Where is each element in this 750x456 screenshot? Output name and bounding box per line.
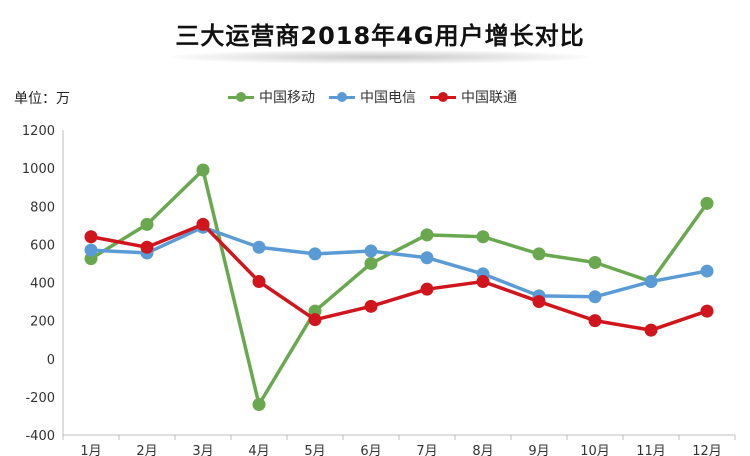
- data-point: [84, 243, 98, 257]
- data-point: [644, 323, 658, 337]
- legend-swatch-telecom: [329, 90, 355, 104]
- legend-label-telecom: 中国电信: [360, 90, 416, 106]
- data-point: [700, 264, 714, 278]
- legend-swatch-mobile: [228, 90, 254, 104]
- data-point: [700, 304, 714, 318]
- data-point: [196, 217, 210, 231]
- data-point: [252, 240, 266, 254]
- x-tick-label: 4月: [248, 444, 269, 456]
- legend-label-mobile: 中国移动: [259, 90, 315, 106]
- x-tick-label: 9月: [528, 444, 549, 456]
- data-point: [364, 299, 378, 313]
- data-point: [420, 251, 434, 265]
- data-point: [364, 244, 378, 258]
- data-point: [420, 228, 434, 242]
- data-point: [588, 290, 602, 304]
- data-point: [420, 282, 434, 296]
- y-tick-label: 0: [47, 353, 55, 368]
- y-tick-label: 800: [30, 200, 55, 215]
- legend-item-mobile: 中国移动: [228, 87, 315, 107]
- title-shadow: [170, 50, 590, 64]
- y-tick-label: 200: [30, 315, 55, 330]
- x-tick-label: 3月: [192, 444, 213, 456]
- data-point: [140, 240, 154, 254]
- series-0: [84, 163, 714, 411]
- x-tick-label: 7月: [416, 444, 437, 456]
- data-point: [644, 275, 658, 289]
- data-point: [700, 196, 714, 210]
- legend: 中国移动 中国电信 中国联通: [228, 87, 517, 107]
- x-tick-label: 10月: [580, 444, 610, 456]
- y-tick-label: 1000: [22, 162, 55, 177]
- x-tick-label: 2月: [136, 444, 157, 456]
- series-line: [90, 222, 708, 332]
- data-point: [532, 295, 546, 309]
- title-banner: 三大运营商2018年4G用户增长对比: [160, 10, 600, 64]
- data-point: [532, 247, 546, 261]
- data-point: [476, 275, 490, 289]
- unit-label: 单位：万: [14, 91, 70, 107]
- data-point: [196, 163, 210, 177]
- data-point: [140, 217, 154, 231]
- data-point: [364, 256, 378, 270]
- data-point: [588, 255, 602, 269]
- series-line: [90, 168, 709, 407]
- y-tick-label: 600: [30, 238, 55, 253]
- data-point: [84, 230, 98, 244]
- data-point: [476, 230, 490, 244]
- x-tick-label: 12月: [692, 444, 722, 456]
- legend-swatch-unicom: [430, 90, 456, 104]
- series-line: [90, 225, 708, 299]
- legend-label-unicom: 中国联通: [461, 90, 517, 106]
- y-tick-label: 1200: [22, 124, 55, 139]
- data-point: [252, 275, 266, 289]
- data-point: [308, 247, 322, 261]
- y-tick-label: -200: [25, 391, 55, 406]
- legend-item-telecom: 中国电信: [329, 87, 416, 107]
- y-tick-label: -400: [25, 429, 55, 444]
- chart-title: 三大运营商2018年4G用户增长对比: [175, 22, 585, 50]
- y-tick-label: 400: [30, 277, 55, 292]
- series-2: [84, 217, 714, 337]
- x-tick-label: 5月: [304, 444, 325, 456]
- legend-item-unicom: 中国联通: [430, 87, 517, 107]
- x-tick-label: 1月: [80, 444, 101, 456]
- x-tick-label: 6月: [360, 444, 381, 456]
- x-tick-label: 8月: [472, 444, 493, 456]
- data-point: [252, 398, 266, 411]
- x-tick-label: 11月: [636, 444, 666, 456]
- data-point: [588, 314, 602, 328]
- data-point: [308, 313, 322, 327]
